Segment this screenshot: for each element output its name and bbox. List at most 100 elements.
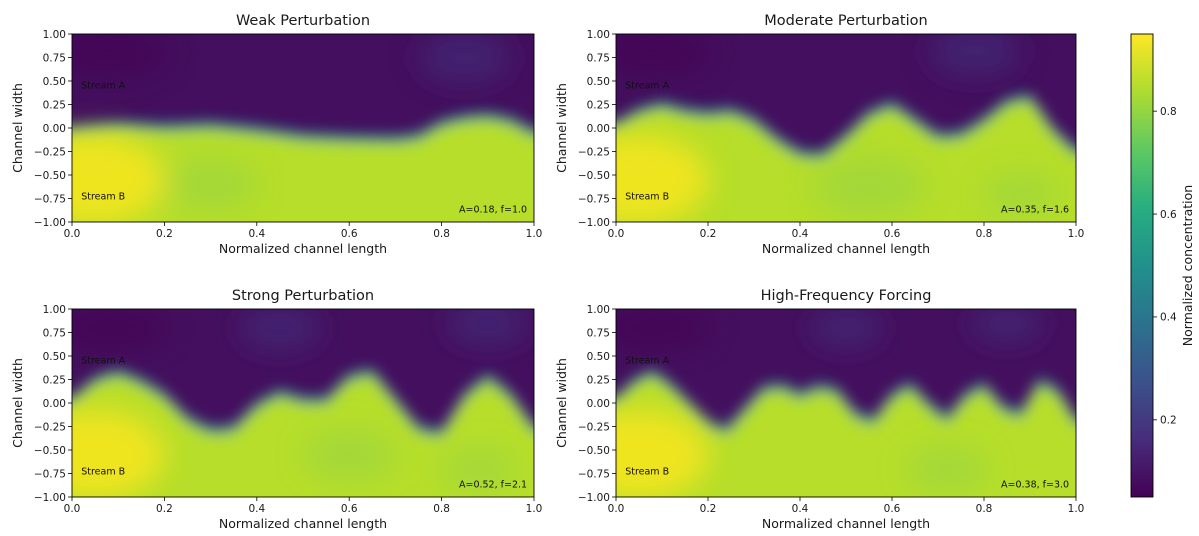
y-tick-label: −1.00: [578, 492, 610, 504]
panel-title: Moderate Perturbation: [764, 13, 927, 29]
x-axis-label: Normalized channel length: [219, 516, 387, 531]
panel-1: 0.0 0.2 0.4 0.6 0.8 1.0 1.00 0.75 0.50 0.25 0.00 −0…: [10, 13, 543, 256]
x-tick-label: 0.8: [976, 228, 993, 240]
x-tick-label: 0.8: [976, 503, 993, 515]
x-axis-label: Normalized channel length: [219, 241, 387, 256]
colorbar-frame: [1130, 33, 1154, 498]
y-tick-label: 0.25: [587, 99, 610, 111]
y-tick-label: −0.50: [34, 170, 66, 182]
x-tick-label: 1.0: [1068, 228, 1085, 240]
stream-a-label: Stream A: [81, 81, 125, 92]
y-tick-label: −0.75: [34, 468, 66, 480]
y-tick-label: −1.00: [34, 217, 66, 229]
y-tick-label: 0.75: [587, 52, 610, 64]
x-tick-label: 0.8: [433, 503, 450, 515]
y-tick-label: −0.75: [34, 193, 66, 205]
parameter-annotation: A=0.38, f=3.0: [1001, 480, 1069, 491]
stream-a-core: [616, 34, 713, 78]
concentration-field: [616, 34, 1076, 222]
y-tick-label: 0.50: [43, 76, 66, 88]
y-tick-label: 1.00: [587, 304, 610, 316]
texture-blob: [238, 309, 322, 351]
y-axis-label: Channel width: [10, 358, 25, 448]
colorbar-tick-label: 0.8: [1160, 106, 1177, 118]
texture-blob: [418, 34, 511, 83]
parameter-annotation: A=0.35, f=1.6: [1001, 205, 1069, 216]
y-tick-label: 0.75: [587, 327, 610, 339]
colorbar: 0.2 0.4 0.6 0.8 Normalized concentration: [1130, 33, 1195, 498]
y-tick-label: −0.75: [578, 468, 610, 480]
parameter-annotation: A=0.18, f=1.0: [459, 205, 527, 216]
concentration-field: [72, 309, 534, 497]
stream-a-label: Stream A: [81, 356, 125, 367]
stream-b-label: Stream B: [81, 191, 125, 202]
x-tick-label: 0.6: [341, 503, 358, 515]
interface-layer: [72, 367, 534, 497]
x-tick-label: 0.0: [608, 228, 625, 240]
colorbar-tick-label: 0.4: [1160, 312, 1177, 324]
stream-b-core: [72, 134, 166, 222]
stream-a-core: [72, 309, 169, 353]
x-tick-label: 0.0: [64, 503, 81, 515]
stream-b-core: [616, 134, 709, 222]
texture-blob: [928, 34, 1021, 77]
stream-b-core: [72, 409, 166, 497]
stream-b-label: Stream B: [625, 466, 669, 477]
texture-blob: [970, 309, 1044, 344]
stream-a-label: Stream A: [625, 356, 669, 367]
y-tick-label: 0.50: [587, 76, 610, 88]
x-tick-label: 0.8: [433, 228, 450, 240]
y-tick-label: −0.25: [34, 146, 66, 158]
x-tick-label: 0.6: [884, 228, 901, 240]
panel-title: Weak Perturbation: [236, 13, 370, 29]
y-tick-label: 0.25: [587, 374, 610, 386]
x-tick-label: 1.0: [526, 228, 543, 240]
stream-b-region: [72, 375, 534, 497]
colorbar-label: Normalized concentration: [1180, 185, 1195, 346]
colorbar-tick-label: 0.2: [1160, 415, 1177, 427]
y-tick-label: −1.00: [578, 217, 610, 229]
colorbar-tick-label: 0.6: [1160, 209, 1177, 221]
x-tick-label: 0.6: [341, 228, 358, 240]
parameter-annotation: A=0.52, f=2.1: [459, 480, 527, 491]
panel-3: 0.0 0.2 0.4 0.6 0.8 1.0 1.00 0.75 0.50 0.25 0.00 −0…: [10, 288, 543, 531]
stream-b-label: Stream B: [625, 191, 669, 202]
y-tick-label: −0.75: [578, 193, 610, 205]
y-tick-label: −0.25: [578, 146, 610, 158]
y-tick-label: 1.00: [43, 29, 66, 41]
texture-blob: [809, 309, 883, 349]
texture-blob: [164, 158, 257, 210]
concentration-field: [72, 34, 534, 222]
concentration-field: [616, 309, 1076, 497]
x-axis-label: Normalized channel length: [762, 241, 930, 256]
panel-2: 0.0 0.2 0.4 0.6 0.8 1.0 1.00 0.75 0.50 0.25 0.00 −0…: [554, 13, 1085, 256]
stream-a-label: Stream A: [625, 81, 669, 92]
x-tick-label: 0.0: [64, 228, 81, 240]
y-axis-label: Channel width: [554, 83, 569, 173]
y-tick-label: −0.25: [34, 421, 66, 433]
y-tick-label: 1.00: [43, 304, 66, 316]
y-tick-label: 1.00: [587, 29, 610, 41]
texture-blob: [984, 173, 1058, 215]
stream-b-label: Stream B: [81, 466, 125, 477]
x-tick-label: 0.4: [792, 228, 809, 240]
y-tick-label: −0.50: [34, 445, 66, 457]
texture-blob: [905, 446, 989, 492]
stream-a-core: [72, 34, 169, 78]
x-tick-label: 0.0: [608, 503, 625, 515]
x-tick-label: 1.0: [526, 503, 543, 515]
y-tick-label: 0.00: [43, 398, 66, 410]
texture-blob: [303, 429, 396, 481]
y-tick-label: −0.25: [578, 421, 610, 433]
x-tick-label: 0.4: [248, 228, 265, 240]
y-axis-label: Channel width: [10, 83, 25, 173]
x-tick-label: 0.2: [700, 503, 717, 515]
y-tick-label: 0.25: [43, 99, 66, 111]
y-tick-label: 0.50: [43, 351, 66, 363]
x-tick-label: 0.6: [884, 503, 901, 515]
x-tick-label: 0.2: [156, 503, 173, 515]
texture-blob: [446, 309, 530, 346]
panel-title: Strong Perturbation: [232, 288, 374, 304]
y-tick-label: 0.75: [43, 327, 66, 339]
